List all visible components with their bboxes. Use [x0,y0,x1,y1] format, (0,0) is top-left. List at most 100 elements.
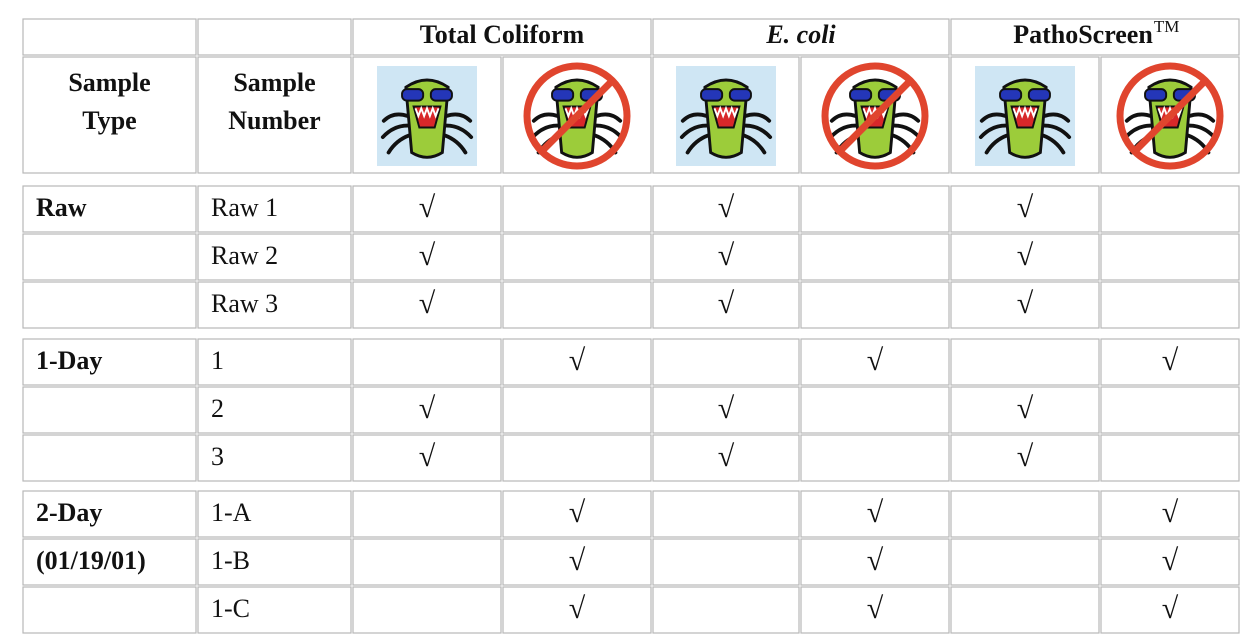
check-mark: √ [569,496,586,529]
table-cell [22,18,197,56]
check-mark: √ [569,344,586,377]
table-cell [652,18,950,56]
table-cell [22,490,197,538]
table-cell [652,281,800,329]
table-cell [502,338,652,386]
table-cell [502,281,652,329]
table-cell [22,233,197,281]
table-cell [1100,185,1240,233]
table-cell [22,185,197,233]
table-cell [502,538,652,586]
table-cell [197,586,352,634]
check-mark: √ [718,287,735,320]
table-cell [652,338,800,386]
table-cell [352,56,502,174]
check-mark: √ [419,191,436,224]
table-cell [950,586,1100,634]
column-header: Sample [233,68,315,97]
no-circle [821,62,929,170]
table-cell [800,586,950,634]
column-header: Type [82,106,136,135]
table-cell [950,490,1100,538]
table-cell [197,185,352,233]
table-cell [502,386,652,434]
check-mark: √ [1017,191,1034,224]
table-cell [502,56,652,174]
table-cell [22,586,197,634]
group-header: PathoScreen [1013,20,1153,49]
table-cell [352,386,502,434]
table-cell [197,233,352,281]
no-slash [1132,78,1208,154]
table-cell [1100,538,1240,586]
check-mark: √ [1017,440,1034,473]
table-cell [1100,281,1240,329]
table-cell [800,434,950,482]
table-cell [197,490,352,538]
table-cell [652,538,800,586]
table-cell [352,281,502,329]
sample-number: 3 [211,442,224,471]
positive-icon [676,66,776,166]
table-cell [197,434,352,482]
table-cell [652,490,800,538]
table-cell [1100,56,1240,174]
table-cell [197,281,352,329]
sample-number: 1-B [211,546,250,575]
table-cell [22,386,197,434]
check-mark: √ [1162,544,1179,577]
table-cell [1100,586,1240,634]
check-mark: √ [419,239,436,272]
check-mark: √ [419,287,436,320]
table-cell [950,185,1100,233]
check-mark: √ [419,440,436,473]
table-cell [950,338,1100,386]
sample-number: 1-C [211,594,250,623]
check-mark: √ [718,191,735,224]
table-cell [652,386,800,434]
table-cell [800,56,950,174]
table-cell [652,434,800,482]
table-cell [502,434,652,482]
check-mark: √ [867,592,884,625]
check-mark: √ [419,392,436,425]
sample-type: 1-Day [36,346,102,375]
positive-icon [377,66,477,166]
table-cell [22,434,197,482]
table-cell [950,386,1100,434]
table-cell [1100,434,1240,482]
check-mark: √ [1017,392,1034,425]
check-mark: √ [1162,592,1179,625]
table-cell [502,586,652,634]
negative-icon [821,62,929,170]
column-header: Sample [68,68,150,97]
table-cell [652,233,800,281]
check-mark: √ [569,544,586,577]
no-slash [539,78,615,154]
check-mark: √ [1017,239,1034,272]
table-cell [352,538,502,586]
check-mark: √ [718,239,735,272]
table-cell [652,586,800,634]
table-cell [197,56,352,174]
sample-number: Raw 1 [211,193,278,222]
sample-number: 1-A [211,498,252,527]
check-mark: √ [569,592,586,625]
table-cell [652,185,800,233]
table-cell [352,434,502,482]
table-cell [652,56,800,174]
table-cell [950,281,1100,329]
table-cell [352,185,502,233]
table-cell [352,338,502,386]
table-cell [502,233,652,281]
table-cell [197,338,352,386]
positive-icon [975,66,1075,166]
table-cell [197,386,352,434]
table-cell [800,185,950,233]
table-cell [352,586,502,634]
sample-number: 1 [211,346,224,375]
table-cell [197,538,352,586]
check-mark: √ [867,496,884,529]
table-cell [950,538,1100,586]
sample-number: Raw 2 [211,241,278,270]
